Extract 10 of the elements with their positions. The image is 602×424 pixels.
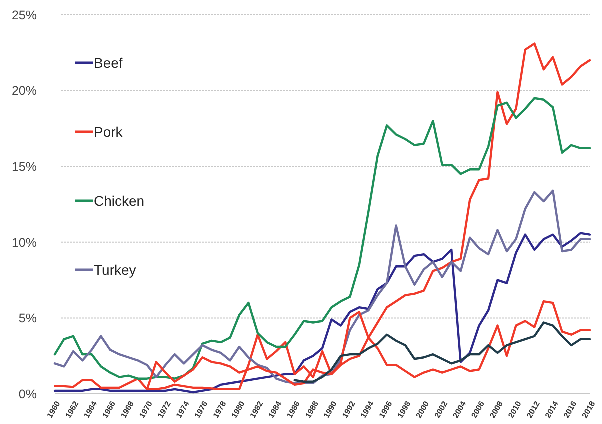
y-tick-label: 0% xyxy=(18,387,37,402)
legend-label: Turkey xyxy=(94,262,136,278)
y-tick-label: 5% xyxy=(18,312,37,326)
legend-label: Chicken xyxy=(94,192,145,209)
y-tick-label: 20% xyxy=(12,84,37,98)
legend-label: Pork xyxy=(94,124,124,140)
legend-label: Beef xyxy=(94,54,123,71)
y-tick-label: 25% xyxy=(12,8,37,22)
y-tick-label: 15% xyxy=(12,160,37,174)
y-tick-label: 10% xyxy=(12,236,37,250)
